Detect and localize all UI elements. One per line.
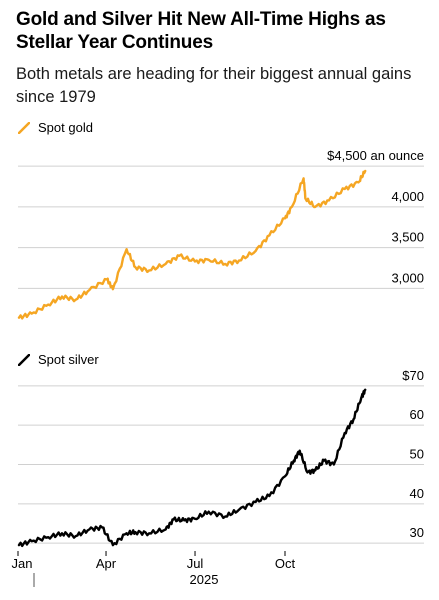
x-tick-label: Jan xyxy=(12,556,33,571)
gold-series-line xyxy=(17,169,367,320)
gold-ytick-label: 3,500 xyxy=(391,230,424,245)
legend-silver-label: Spot silver xyxy=(38,352,99,367)
silver-ytick-label: 50 xyxy=(410,447,424,462)
silver-ytick-label: 30 xyxy=(410,525,424,540)
gold-legend-swatch xyxy=(18,122,30,134)
legend-gold: Spot gold xyxy=(18,120,93,136)
gold-ytick-label: 4,000 xyxy=(391,189,424,204)
chart-subtitle: Both metals are heading for their bigges… xyxy=(16,65,412,106)
x-tick-label: Apr xyxy=(96,556,117,571)
legend-gold-label: Spot gold xyxy=(38,120,93,135)
silver-legend-swatch xyxy=(18,354,30,366)
silver-ytick-label: 60 xyxy=(410,407,424,422)
silver-ytick-label: $70 xyxy=(402,368,424,383)
silver-series-line xyxy=(17,388,367,548)
legend-silver: Spot silver xyxy=(18,352,99,368)
gold-unit-label: $4,500 an ounce xyxy=(327,148,424,163)
x-tick-label: Jul xyxy=(187,556,204,571)
chart-title: Gold and Silver Hit New All-Time Highs a… xyxy=(16,9,386,53)
year-label: 2025 xyxy=(190,572,219,587)
silver-ytick-label: 40 xyxy=(410,486,424,501)
x-tick-label: Oct xyxy=(275,556,296,571)
gold-ytick-label: 3,000 xyxy=(391,270,424,285)
